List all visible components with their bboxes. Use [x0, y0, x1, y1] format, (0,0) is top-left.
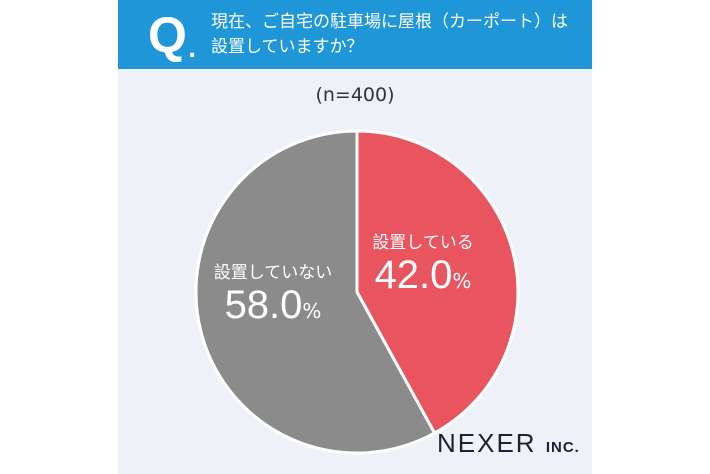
question-line-1: 現在、ご自宅の駐車場に屋根（カーポート）は	[211, 12, 568, 32]
q-dot: .	[188, 38, 197, 63]
slice-label-no: 設置していない 58.0%	[198, 258, 348, 328]
pie-slice-0	[355, 129, 520, 436]
nexer-logo: NEXER INC.	[437, 428, 580, 459]
question-line-2: 設置していますか？	[211, 37, 364, 57]
sample-size: (n=400)	[315, 84, 395, 106]
question-header: Q . 現在、ご自宅の駐車場に屋根（カーポート）は 設置していますか？	[118, 0, 592, 69]
logo-name: NEXER	[437, 428, 537, 458]
q-mark: Q	[148, 7, 187, 63]
slice-value: 58.0	[224, 283, 303, 327]
pie-slice-1	[194, 129, 437, 455]
slice-unit: %	[302, 299, 322, 323]
logo-suffix: INC.	[545, 439, 580, 456]
pie-chart	[194, 129, 520, 455]
slice-label-yes: 設置している 42.0%	[358, 228, 488, 298]
slice-value: 42.0	[374, 253, 453, 297]
slice-label-text: 設置している	[372, 233, 474, 253]
slice-label-text: 設置していない	[213, 263, 333, 283]
slice-unit: %	[452, 269, 472, 293]
question-title: 現在、ご自宅の駐車場に屋根（カーポート）は 設置していますか？	[211, 10, 581, 60]
chart-panel: Q . 現在、ご自宅の駐車場に屋根（カーポート）は 設置していますか？ (n=4…	[118, 0, 592, 474]
